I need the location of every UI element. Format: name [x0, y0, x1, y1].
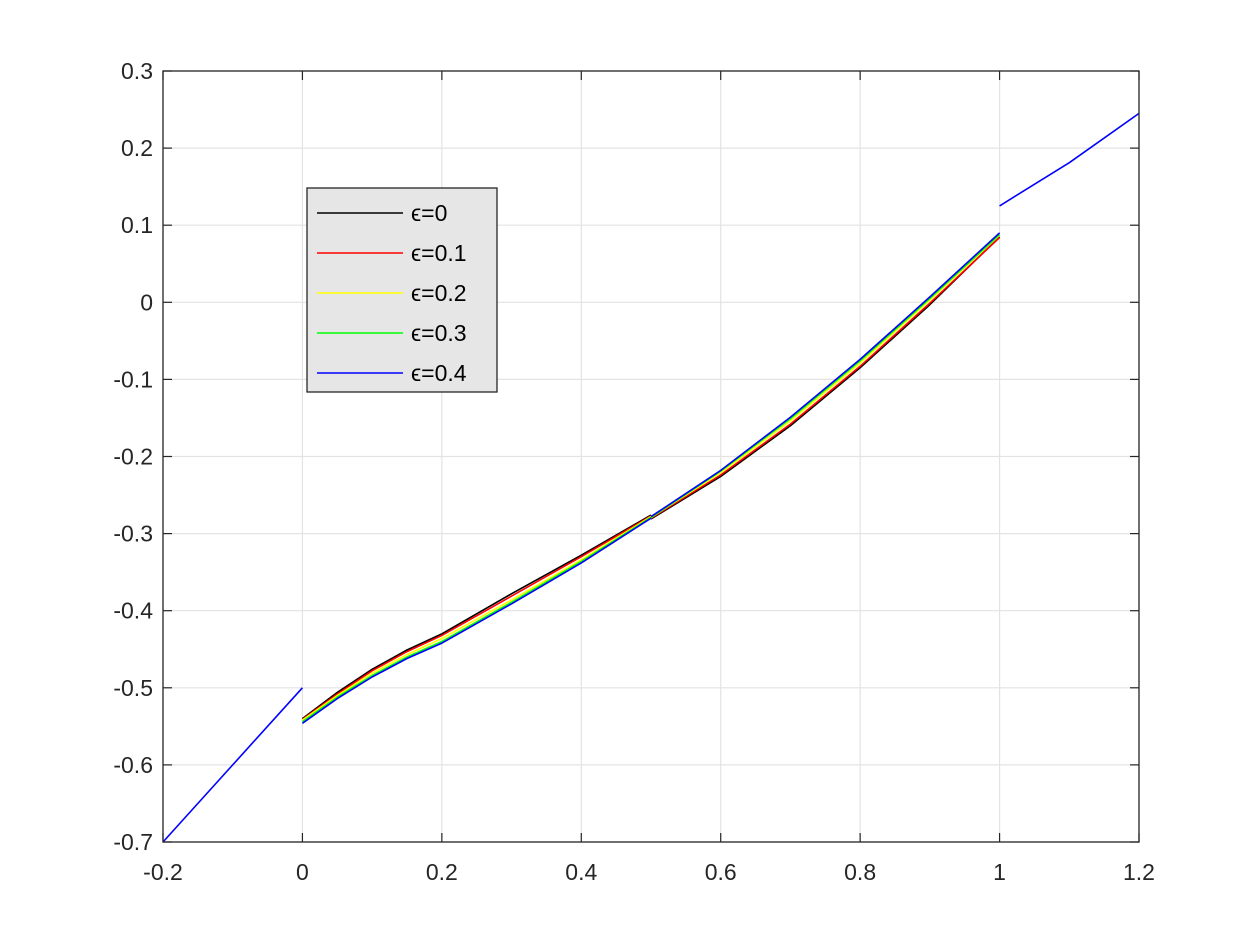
x-tick-label: 0.2: [426, 859, 458, 885]
y-tick-label: 0: [140, 289, 153, 315]
y-tick-label: -0.6: [113, 752, 153, 778]
legend-label: ϵ=0.4: [411, 360, 467, 386]
series-segment: [162, 687, 303, 843]
series-segment: [999, 112, 1140, 207]
series-segment: [301, 514, 652, 720]
series-segment: [301, 516, 652, 723]
legend-label: ϵ=0.2: [411, 280, 467, 306]
x-axis-tick-labels: -0.2 0 0.2 0.4 0.6 0.8 1 1.2: [143, 859, 1155, 885]
legend-label: ϵ=0.1: [411, 240, 467, 266]
y-tick-label: -0.2: [113, 444, 153, 470]
legend-label: ϵ=0: [411, 200, 447, 226]
series-line: [301, 236, 1001, 721]
series-segment: [650, 232, 1001, 518]
legend-entries: ϵ=0 ϵ=0.1 ϵ=0.2 ϵ=0.3 ϵ=0.4: [317, 200, 467, 386]
y-tick-label: 0.3: [121, 58, 153, 84]
x-tick-label: 1: [993, 859, 1006, 885]
series-segment: [301, 517, 652, 724]
legend-box: [306, 187, 498, 393]
series-line: [301, 234, 1001, 721]
series-segment: [301, 515, 652, 721]
legend: ϵ=0 ϵ=0.1 ϵ=0.2 ϵ=0.3 ϵ=0.4: [306, 187, 498, 393]
y-axis-tick-labels: 0.3 0.2 0.1 0 -0.1 -0.2 -0.3 -0.4 -0.5 -0.6 -0.7: [113, 58, 153, 855]
y-tick-label: 0.2: [121, 135, 153, 161]
y-tick-label: -0.1: [113, 366, 153, 392]
series-line: [162, 112, 1140, 843]
series-line: [301, 236, 1001, 720]
x-tick-label: 0.8: [844, 859, 876, 885]
x-tick-label: 0: [296, 859, 309, 885]
axis-ticks: [162, 70, 1140, 843]
x-tick-label: 0.6: [705, 859, 737, 885]
y-tick-label: -0.4: [113, 598, 153, 624]
series-segment: [301, 515, 652, 721]
y-tick-label: -0.5: [113, 675, 153, 701]
y-tick-label: -0.7: [113, 829, 153, 855]
series-segment: [650, 234, 1001, 519]
series-segment: [650, 236, 1001, 519]
legend-label: ϵ=0.3: [411, 320, 467, 346]
x-tick-label: 1.2: [1123, 859, 1155, 885]
x-tick-label: 0.4: [565, 859, 597, 885]
series-lines: [162, 112, 1140, 843]
series-segment: [650, 236, 1001, 520]
y-tick-label: -0.3: [113, 521, 153, 547]
y-tick-label: 0.1: [121, 212, 153, 238]
x-tick-label: -0.2: [143, 859, 183, 885]
